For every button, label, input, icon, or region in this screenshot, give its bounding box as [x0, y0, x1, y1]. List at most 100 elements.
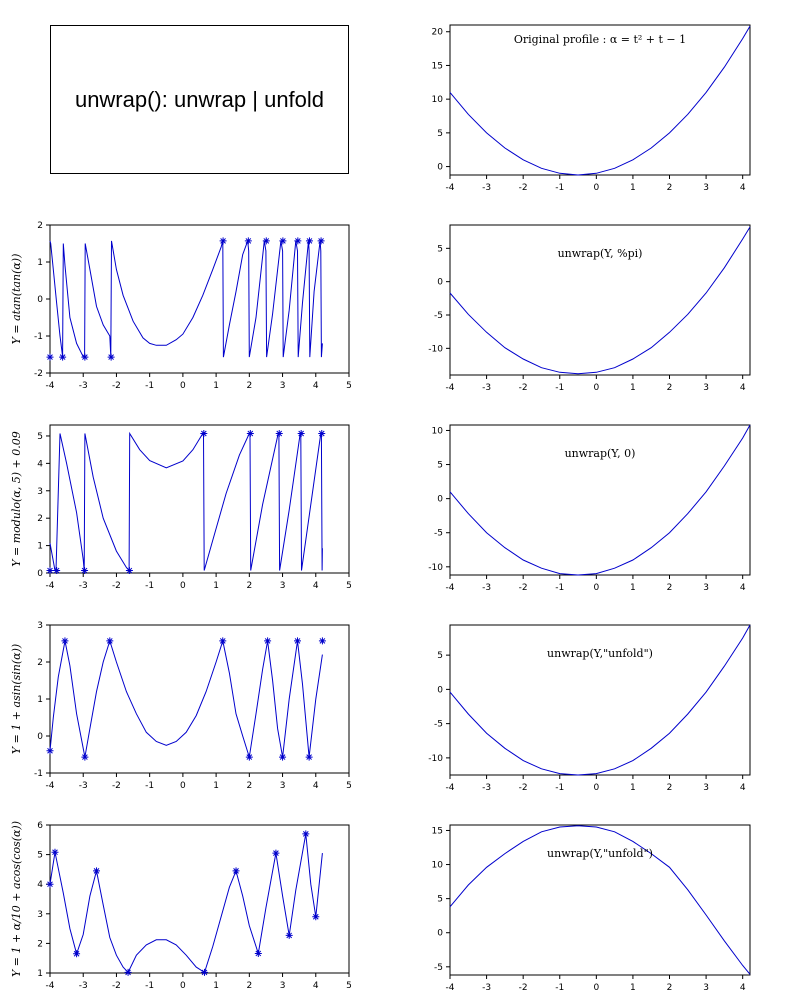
y-tick-label: 0	[437, 163, 443, 173]
data-point-marker	[53, 567, 61, 575]
x-tick-label: -1	[555, 183, 564, 193]
x-tick-label: -2	[112, 581, 121, 591]
x-tick-label: -4	[446, 383, 455, 393]
y-tick-label: -10	[428, 754, 443, 764]
x-tick-label: 2	[246, 981, 252, 991]
series-line	[449, 825, 751, 975]
x-tick-label: 4	[313, 981, 319, 991]
x-tick-label: -1	[555, 783, 564, 793]
data-point-marker	[73, 950, 81, 958]
data-point-marker	[305, 753, 313, 761]
data-point-marker	[46, 880, 54, 888]
x-tick-label: 5	[346, 581, 352, 591]
x-tick-label: 4	[740, 583, 746, 593]
x-tick-label: 0	[180, 781, 186, 791]
x-tick-label: 4	[313, 381, 319, 391]
x-tick-label: 1	[213, 781, 219, 791]
x-tick-label: 5	[346, 781, 352, 791]
data-point-marker	[294, 237, 302, 245]
data-point-marker	[279, 237, 287, 245]
y-tick-label: -1	[34, 769, 43, 779]
y-tick-label: -5	[434, 529, 443, 539]
x-tick-label: -4	[446, 183, 455, 193]
x-tick-label: -4	[446, 983, 455, 993]
x-tick-label: 1	[213, 381, 219, 391]
x-tick-label: -3	[79, 781, 88, 791]
plot-frame	[49, 824, 350, 974]
x-tick-label: -3	[482, 983, 491, 993]
x-tick-label: 5	[346, 981, 352, 991]
x-tick-label: -2	[519, 383, 528, 393]
x-tick-label: 3	[280, 581, 286, 591]
series-line	[49, 431, 323, 572]
data-point-marker	[244, 237, 252, 245]
plot-frame	[49, 424, 350, 574]
y-tick-label: 5	[437, 895, 443, 905]
data-point-marker	[264, 637, 272, 645]
plot-annotation: unwrap(Y, 0)	[565, 447, 636, 460]
y-tick-label: 0	[437, 685, 443, 695]
y-tick-label: 10	[432, 426, 444, 436]
data-point-marker	[106, 637, 114, 645]
data-point-marker	[124, 968, 132, 976]
x-tick-label: 3	[703, 783, 709, 793]
y-tick-label: 2	[37, 514, 43, 524]
y-tick-label: 5	[37, 432, 43, 442]
x-tick-label: -2	[519, 583, 528, 593]
x-tick-label: -3	[482, 183, 491, 193]
y-tick-label: 5	[437, 129, 443, 139]
data-point-marker	[294, 637, 302, 645]
chart-atan: -4 -3 -2 -1 0 1 2 3 4 5 -2 -1 0 1 2 Y = atan(tan(α))	[10, 221, 352, 391]
y-tick-label: -10	[428, 563, 443, 573]
x-tick-label: 3	[280, 381, 286, 391]
x-tick-label: 0	[180, 581, 186, 591]
data-point-marker	[93, 867, 101, 875]
x-tick-label: 2	[667, 183, 673, 193]
y-tick-label: 4	[37, 459, 43, 469]
data-point-marker	[107, 353, 115, 361]
y-tick-label: 2	[37, 221, 43, 231]
y-tick-label: 5	[37, 851, 43, 861]
x-tick-label: 4	[740, 183, 746, 193]
y-tick-label: -5	[434, 720, 443, 730]
chart-original: -4 -3 -2 -1 0 1 2 3 4 0 5 10 15 20 Original profile : …	[432, 24, 751, 193]
x-tick-label: 4	[740, 783, 746, 793]
plot-frame	[449, 24, 751, 176]
data-point-marker	[46, 567, 54, 575]
x-tick-label: 0	[593, 583, 599, 593]
x-tick-label: 0	[180, 381, 186, 391]
chart-acos: -4 -3 -2 -1 0 1 2 3 4 5 1 2 3 4 5 6 Y = 1 + α/10 + acos(…	[10, 821, 352, 991]
x-tick-label: -1	[555, 983, 564, 993]
data-point-marker	[312, 913, 320, 921]
x-tick-label: -1	[145, 581, 154, 591]
y-tick-label: 5	[437, 244, 443, 254]
x-tick-label: 3	[280, 781, 286, 791]
data-point-marker	[272, 849, 280, 857]
y-tick-label: 0	[37, 732, 43, 742]
data-point-marker	[318, 637, 326, 645]
plot-frame	[449, 624, 751, 776]
x-tick-label: -3	[482, 783, 491, 793]
y-tick-label: 1	[37, 258, 43, 268]
data-point-marker	[200, 429, 208, 437]
x-tick-label: -4	[446, 783, 455, 793]
y-tick-label: 15	[432, 826, 443, 836]
y-tick-label: 0	[437, 929, 443, 939]
data-point-marker	[246, 429, 254, 437]
data-point-marker	[46, 747, 54, 755]
x-tick-label: -4	[46, 781, 55, 791]
x-tick-label: -4	[46, 981, 55, 991]
data-point-marker	[275, 429, 283, 437]
series-line	[49, 833, 323, 974]
data-point-marker	[46, 353, 54, 361]
plot-annotation: unwrap(Y, %pi)	[558, 247, 643, 260]
x-tick-label: 0	[593, 383, 599, 393]
x-tick-label: -3	[482, 583, 491, 593]
x-tick-label: 1	[630, 583, 636, 593]
x-tick-label: -1	[145, 781, 154, 791]
x-tick-label: 1	[213, 581, 219, 591]
x-tick-label: -2	[112, 381, 121, 391]
x-tick-label: -4	[46, 581, 55, 591]
y-tick-label: 0	[437, 495, 443, 505]
y-tick-label: -2	[34, 369, 43, 379]
